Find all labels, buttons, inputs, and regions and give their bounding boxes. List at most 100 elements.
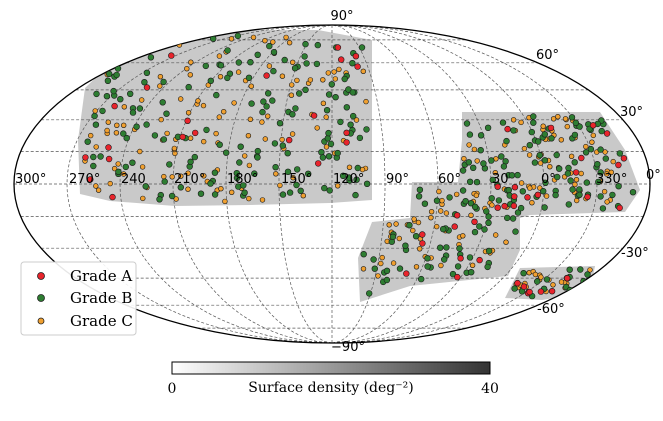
- data-point-grade-c: [583, 283, 589, 289]
- data-point-grade-b: [293, 181, 300, 189]
- data-point-grade-b: [555, 165, 563, 172]
- data-point-grade-b: [254, 51, 261, 58]
- data-point-grade-a: [584, 193, 591, 201]
- data-point-grade-b: [211, 169, 219, 176]
- data-point-grade-c: [353, 117, 360, 123]
- data-point-grade-c: [526, 152, 533, 158]
- data-point-grade-a: [87, 176, 94, 183]
- data-point-grade-c: [245, 133, 252, 139]
- data-point-grade-b: [114, 65, 122, 72]
- data-point-grade-b: [284, 150, 291, 157]
- data-point-grade-b: [471, 228, 479, 236]
- data-point-grade-b: [541, 157, 549, 164]
- data-point-grade-c: [386, 222, 392, 228]
- data-point-grade-c: [164, 130, 170, 137]
- data-point-grade-b: [341, 75, 348, 83]
- data-point-grade-b: [325, 129, 332, 137]
- data-point-grade-a: [352, 52, 360, 60]
- data-point-grade-c: [360, 68, 366, 75]
- data-point-grade-b: [597, 169, 604, 176]
- data-point-grade-b: [508, 172, 516, 179]
- data-point-grade-b: [156, 196, 163, 203]
- data-point-grade-b: [541, 204, 548, 211]
- legend-marker-grade-c: [37, 317, 45, 325]
- data-point-grade-c: [92, 108, 98, 114]
- data-point-grade-b: [539, 188, 547, 195]
- data-point-grade-c: [187, 72, 194, 78]
- data-point-grade-c: [562, 116, 569, 122]
- data-point-grade-c: [438, 208, 444, 214]
- colorbar: 0 40 Surface density (deg⁻²): [168, 361, 499, 397]
- data-point-grade-a: [338, 56, 345, 63]
- data-point-grade-c: [331, 69, 337, 75]
- data-point-grade-c: [259, 197, 266, 203]
- data-point-grade-c: [113, 130, 120, 136]
- data-point-grade-c: [468, 212, 474, 219]
- data-point-grade-b: [90, 153, 97, 161]
- data-point-grade-c: [537, 160, 544, 166]
- data-point-grade-c: [140, 195, 146, 202]
- data-point-grade-c: [503, 239, 509, 245]
- data-point-grade-a: [494, 204, 501, 211]
- lat-label-60s: -60°: [537, 302, 565, 317]
- data-point-grade-c: [228, 36, 235, 42]
- data-point-grade-b: [599, 205, 607, 212]
- data-point-grade-b: [141, 78, 148, 86]
- data-point-grade-c: [471, 146, 478, 153]
- data-point-grade-c: [550, 282, 556, 288]
- data-point-grade-a: [494, 183, 501, 190]
- data-point-grade-c: [555, 113, 561, 120]
- data-point-grade-b: [609, 191, 616, 199]
- data-point-grade-c: [335, 183, 341, 189]
- data-point-grade-b: [360, 251, 367, 258]
- data-point-grade-b: [616, 150, 623, 157]
- data-point-grade-b: [272, 164, 279, 171]
- data-point-grade-b: [352, 191, 359, 199]
- data-point-grade-b: [568, 114, 576, 121]
- data-point-grade-b: [289, 111, 296, 118]
- data-point-grade-b: [328, 81, 335, 88]
- data-point-grade-b: [123, 134, 130, 142]
- data-point-grade-b: [564, 170, 572, 177]
- lon-label-210: 210°: [174, 172, 205, 187]
- meridian-line: [331, 25, 492, 343]
- data-point-grade-b: [466, 131, 474, 138]
- data-point-grade-b: [334, 149, 341, 157]
- data-point-grade-c: [518, 180, 525, 186]
- data-point-grade-c: [87, 132, 94, 139]
- lon-label-150: 150°: [281, 172, 312, 187]
- data-point-grade-b: [105, 70, 113, 78]
- data-point-grade-c: [288, 92, 295, 98]
- data-point-grade-c: [195, 98, 201, 104]
- data-point-grade-b: [500, 163, 508, 170]
- data-point-grade-b: [582, 149, 590, 156]
- data-point-grade-c: [375, 273, 381, 279]
- data-point-grade-b: [292, 105, 299, 112]
- data-point-grade-b: [441, 256, 448, 263]
- data-point-grade-c: [572, 181, 578, 188]
- data-point-grade-a: [105, 144, 112, 151]
- data-point-grade-c: [466, 142, 472, 148]
- data-point-grade-c: [115, 161, 121, 167]
- data-point-grade-b: [203, 126, 210, 134]
- legend-label-grade-b: Grade B: [70, 289, 132, 307]
- data-point-grade-c: [93, 144, 99, 150]
- data-point-grade-c: [469, 262, 476, 268]
- data-point-grade-b: [216, 141, 223, 148]
- data-point-grade-c: [390, 260, 397, 266]
- data-point-grade-c: [325, 70, 331, 76]
- data-point-grade-a: [524, 194, 531, 201]
- data-point-grade-c: [590, 132, 596, 139]
- data-point-grade-c: [201, 138, 207, 145]
- legend-marker-grade-b: [37, 294, 45, 302]
- data-point-grade-a: [526, 288, 533, 296]
- data-point-grade-b: [505, 186, 512, 194]
- data-point-grade-b: [147, 54, 155, 61]
- data-point-grade-b: [207, 77, 215, 85]
- data-point-grade-a: [343, 139, 350, 146]
- data-point-grade-b: [542, 179, 549, 187]
- data-point-grade-b: [343, 104, 350, 111]
- data-point-grade-c: [222, 198, 228, 205]
- data-point-grade-b: [269, 97, 276, 104]
- data-point-grade-c: [473, 192, 480, 199]
